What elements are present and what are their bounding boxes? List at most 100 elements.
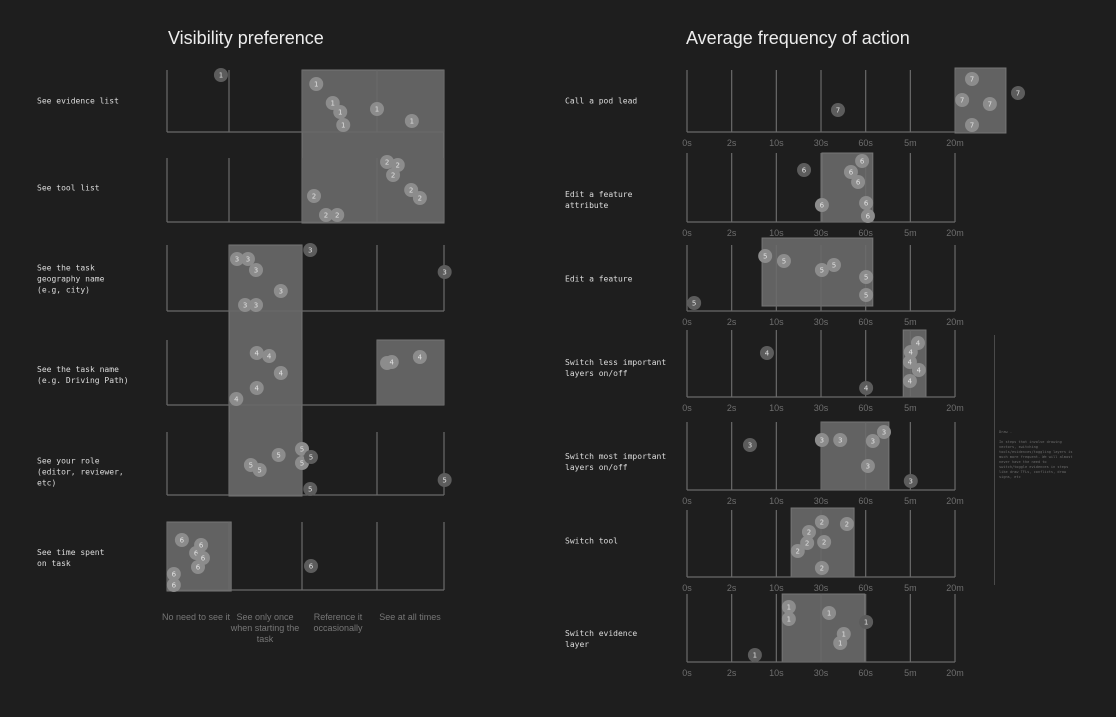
dot-circle	[166, 578, 181, 592]
dot-label: 2	[805, 540, 809, 548]
dot-label: 3	[279, 288, 283, 296]
dot-circle	[833, 636, 848, 650]
dot-circle	[194, 538, 209, 552]
dot-label: 2	[845, 521, 849, 529]
tick-label: 60s	[858, 403, 873, 413]
dot-label: 1	[753, 652, 757, 660]
dot-label: 6	[849, 169, 854, 177]
dot-circle	[330, 208, 345, 222]
dot-label: 5	[782, 258, 786, 266]
dot-label: 3	[254, 267, 258, 275]
response-dot: 3	[865, 434, 880, 448]
response-dot: 6	[855, 154, 870, 168]
dot-label: 5	[300, 446, 304, 454]
response-dot: 4	[412, 350, 427, 364]
dot-circle	[902, 355, 917, 369]
tick-label: 2s	[727, 583, 737, 593]
response-dot: 1	[781, 612, 796, 626]
row-label: Switch tool	[565, 536, 618, 546]
dot-label: 7	[970, 122, 974, 130]
dot-circle	[859, 615, 874, 629]
response-dot: 5	[437, 473, 452, 487]
response-dot: 7	[955, 93, 970, 107]
dot-circle	[166, 567, 181, 581]
dot-circle	[437, 473, 452, 487]
dot-circle	[336, 118, 351, 132]
response-dot: 7	[964, 118, 979, 132]
dot-label: 3	[308, 247, 312, 255]
dot-circle	[859, 196, 874, 210]
dot-circle	[790, 544, 805, 558]
dot-label: 6	[194, 550, 199, 558]
row-label: See evidence list	[37, 96, 119, 106]
dot-circle	[304, 559, 318, 573]
response-dot: 4	[229, 392, 244, 406]
response-dot: 4	[903, 345, 918, 359]
dot-label: 1	[787, 616, 791, 624]
response-dot: 2	[380, 155, 395, 169]
dot-label: 1	[842, 631, 846, 639]
tick-label: 5m	[904, 228, 917, 238]
dot-label: 5	[308, 486, 312, 494]
dot-label: 3	[442, 269, 446, 277]
response-dot: 1	[336, 118, 351, 132]
dot-label: 2	[409, 187, 413, 195]
note-body: In steps that involve drawing vectors, s…	[999, 440, 1073, 479]
response-dot: 4	[902, 374, 917, 388]
response-dot: 2	[307, 189, 321, 203]
dot-label: 2	[391, 172, 395, 180]
dot-circle	[839, 517, 854, 531]
response-dot: 3	[437, 265, 452, 279]
tick-label: 20m	[946, 403, 964, 413]
dot-label: 2	[335, 212, 339, 220]
response-dot: 2	[839, 517, 854, 531]
dot-label: 2	[396, 162, 400, 170]
dot-circle	[1011, 86, 1026, 100]
response-dot: 3	[833, 433, 848, 447]
response-dot: 2	[801, 525, 816, 539]
dot-label: 4	[908, 378, 913, 386]
dot-circle	[262, 349, 277, 363]
tick-label: 20m	[946, 496, 964, 506]
dot-label: 3	[246, 256, 250, 264]
dot-label: 2	[820, 565, 824, 573]
response-dot: 7	[830, 103, 845, 117]
dot-circle	[859, 381, 874, 395]
column-label: See only once when starting the task	[230, 612, 300, 644]
response-dot: 2	[319, 208, 333, 222]
dot-circle	[390, 158, 405, 172]
dot-circle	[249, 298, 264, 312]
dot-label: 4	[234, 396, 239, 404]
response-dot: 6	[191, 560, 205, 574]
dot-circle	[851, 175, 866, 189]
response-dot: 2	[817, 535, 832, 549]
dot-label: 3	[909, 478, 913, 486]
response-dot: 6	[304, 559, 318, 573]
response-dot: 1	[309, 77, 324, 91]
tick-label: 2s	[727, 668, 737, 678]
dot-label: 1	[314, 81, 318, 89]
dot-circle	[860, 459, 875, 473]
tick-label: 10s	[769, 138, 784, 148]
dot-label: 1	[341, 122, 345, 130]
response-dot: 1	[781, 600, 796, 614]
dot-circle	[747, 648, 762, 662]
dot-label: 6	[201, 555, 206, 563]
dot-circle	[843, 165, 858, 179]
dot-label: 2	[418, 195, 422, 203]
dot-circle	[982, 97, 997, 111]
tick-label: 30s	[814, 496, 829, 506]
tick-label: 0s	[682, 403, 692, 413]
tick-label: 0s	[682, 583, 692, 593]
dot-label: 5	[820, 267, 824, 275]
tick-label: 5m	[904, 138, 917, 148]
dot-circle	[781, 600, 796, 614]
dot-circle	[687, 296, 702, 310]
dot-label: 5	[300, 460, 304, 468]
response-dot: 3	[249, 263, 264, 277]
tick-label: 30s	[814, 317, 829, 327]
tick-label: 0s	[682, 138, 692, 148]
dot-label: 1	[864, 619, 868, 627]
row-label: Edit a feature	[565, 274, 633, 284]
dot-label: 1	[219, 72, 223, 80]
